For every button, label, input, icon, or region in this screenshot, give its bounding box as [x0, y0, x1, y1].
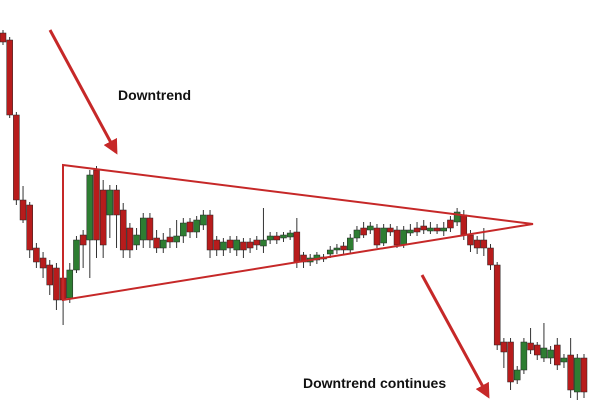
candle-body — [567, 354, 574, 391]
candles — [0, 30, 588, 400]
candle-body — [427, 227, 434, 232]
candle-body — [86, 174, 94, 241]
candle-body — [233, 239, 240, 251]
candle-body — [200, 214, 207, 226]
candle-body — [6, 39, 13, 116]
candle-body — [113, 189, 120, 216]
candle-body — [266, 235, 274, 241]
candle-body — [133, 234, 140, 246]
candle-body — [99, 189, 107, 246]
candle-body — [507, 341, 514, 383]
candle-body — [286, 232, 294, 238]
candle-body — [480, 239, 488, 249]
candle-body — [193, 219, 200, 233]
candle-body — [387, 227, 394, 233]
candle-body — [46, 264, 53, 286]
candle-body — [534, 344, 541, 356]
candle-body — [280, 234, 287, 239]
candle-body — [453, 211, 461, 223]
candle-body — [520, 341, 528, 371]
candle-body — [400, 229, 407, 246]
candle-body — [440, 227, 448, 232]
candle-body — [420, 225, 427, 231]
candle-body — [166, 236, 174, 243]
candle-body — [353, 229, 361, 239]
candle-body — [460, 214, 468, 236]
candle-body — [186, 221, 194, 233]
candle-body — [527, 342, 534, 351]
candle-body — [139, 217, 147, 241]
candle-body — [220, 241, 227, 251]
candle-body — [407, 229, 414, 234]
candle-body — [347, 237, 354, 251]
candle-body — [574, 357, 581, 393]
candle-body — [213, 239, 220, 251]
candle-body — [106, 189, 114, 216]
candle-body — [260, 239, 267, 247]
candle-body — [560, 357, 568, 363]
candle-body — [153, 237, 160, 249]
candle-body — [554, 344, 561, 366]
candle-body — [380, 227, 387, 244]
candle-body — [333, 247, 341, 251]
candle-body — [0, 32, 7, 43]
candle-body — [513, 369, 521, 381]
candle-body — [447, 219, 454, 229]
candle-body — [246, 241, 254, 249]
candle-body — [53, 267, 60, 301]
candle-body — [547, 349, 554, 359]
candle-body — [13, 114, 20, 201]
candle-body — [540, 347, 548, 359]
candle-body — [433, 227, 441, 232]
candle-body — [33, 247, 40, 263]
candle-body — [173, 235, 180, 243]
candle-body — [146, 217, 154, 241]
candle-body — [240, 241, 247, 251]
candle-body — [493, 264, 501, 346]
candle-body — [473, 239, 481, 249]
candle-body — [360, 227, 367, 236]
arrow — [48, 29, 118, 155]
annotation: Downtrend continues — [303, 375, 446, 391]
candle-body — [413, 227, 421, 233]
candle-body — [500, 341, 508, 353]
candle-body — [26, 204, 33, 251]
candle-body — [19, 199, 27, 221]
candle-body — [373, 227, 381, 246]
candle-body — [160, 239, 167, 249]
candle-body — [393, 229, 401, 246]
candle-body — [326, 249, 334, 255]
candle-body — [93, 169, 100, 241]
candle-body — [253, 239, 261, 246]
arrow — [420, 274, 490, 399]
candle-body — [79, 234, 87, 246]
candle-body — [226, 239, 234, 249]
candle-body — [180, 222, 187, 237]
candle-body — [467, 234, 474, 246]
annotation: Downtrend — [118, 87, 191, 103]
candle-body — [273, 235, 281, 241]
candle-body — [66, 269, 74, 299]
candle-body — [580, 357, 588, 393]
triangle-pattern — [62, 163, 534, 302]
candle-body — [126, 227, 134, 251]
candle-body — [293, 231, 301, 263]
candle-body — [73, 239, 80, 271]
candle-body — [39, 257, 47, 269]
candle-body — [487, 247, 494, 266]
candle-body — [367, 225, 374, 231]
candle-body — [206, 214, 214, 251]
candle-body — [119, 209, 127, 251]
candle-body — [340, 245, 347, 251]
